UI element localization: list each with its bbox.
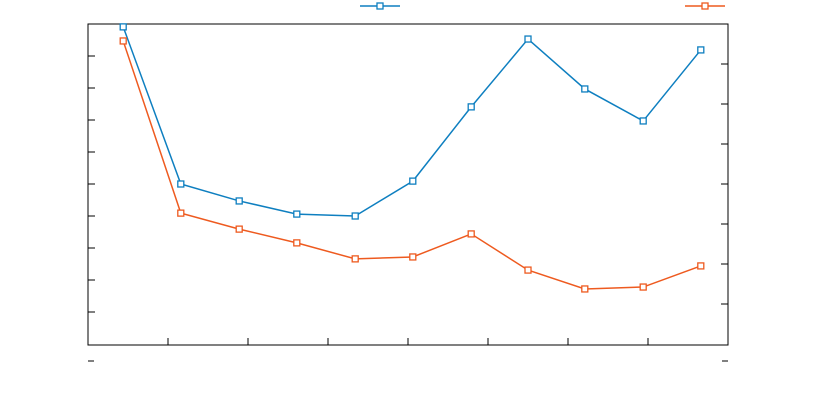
point-marker bbox=[581, 85, 589, 93]
point-marker bbox=[409, 177, 417, 185]
legend-marker bbox=[701, 2, 709, 10]
series-line bbox=[122, 40, 702, 290]
point-marker bbox=[697, 262, 705, 270]
point-marker bbox=[351, 255, 359, 263]
point-marker bbox=[639, 283, 647, 291]
point-marker bbox=[639, 117, 647, 125]
point-marker bbox=[177, 180, 185, 188]
point-marker bbox=[119, 37, 127, 45]
point-marker bbox=[467, 103, 475, 111]
point-marker bbox=[524, 266, 532, 274]
point-marker bbox=[119, 23, 127, 31]
point-marker bbox=[235, 225, 243, 233]
point-marker bbox=[351, 212, 359, 220]
point-marker bbox=[235, 197, 243, 205]
point-marker bbox=[581, 285, 589, 293]
series-line bbox=[122, 26, 702, 217]
point-marker bbox=[467, 230, 475, 238]
point-marker bbox=[524, 35, 532, 43]
point-marker bbox=[409, 253, 417, 261]
point-marker bbox=[293, 210, 301, 218]
point-marker bbox=[177, 209, 185, 217]
point-marker bbox=[697, 46, 705, 54]
legend-marker bbox=[376, 2, 384, 10]
point-marker bbox=[293, 239, 301, 247]
